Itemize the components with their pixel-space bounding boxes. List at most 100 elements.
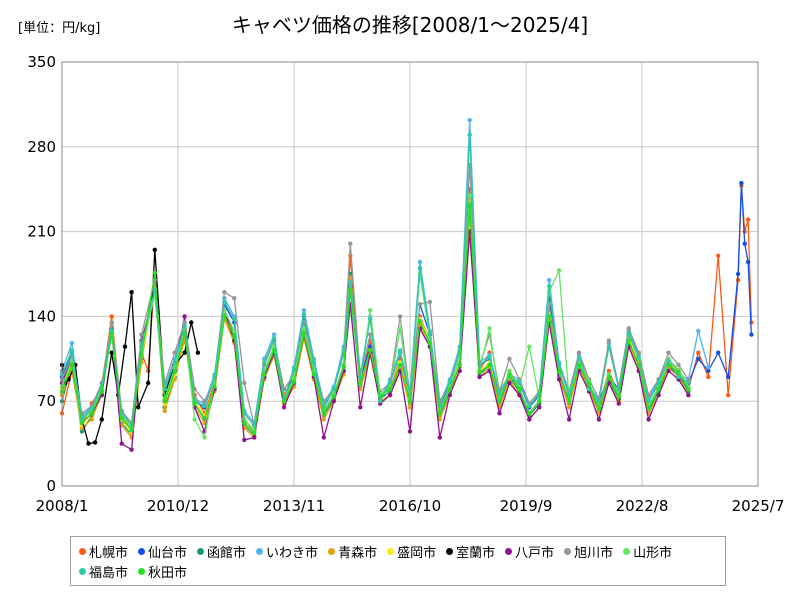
- x-tick-label: 2008/1: [36, 497, 89, 515]
- data-point: [119, 441, 124, 446]
- y-tick-label: 0: [46, 477, 56, 495]
- data-point: [686, 392, 691, 398]
- legend-marker-icon: [446, 547, 454, 555]
- legend-label: 函館市: [207, 545, 247, 561]
- data-point: [726, 374, 731, 380]
- data-point: [189, 320, 194, 325]
- data-point: [666, 362, 671, 368]
- data-point: [407, 399, 413, 404]
- data-point: [517, 379, 522, 384]
- legend-marker-icon: [256, 547, 264, 555]
- legend-item: いわき市: [256, 541, 318, 561]
- data-point: [686, 379, 691, 384]
- data-point: [706, 374, 711, 380]
- data-point: [129, 447, 134, 452]
- data-point: [271, 348, 277, 353]
- legend-item: 八戸市: [505, 541, 554, 561]
- data-point: [696, 350, 701, 355]
- y-tick-label: 280: [27, 138, 56, 156]
- data-point: [477, 369, 482, 375]
- data-point: [162, 408, 167, 414]
- data-point: [735, 271, 741, 277]
- data-point: [92, 440, 98, 445]
- legend-marker-icon: [328, 547, 336, 555]
- data-point: [417, 319, 423, 324]
- legend-marker-icon: [79, 547, 86, 555]
- x-tick-label: 2016/10: [379, 497, 441, 515]
- data-point: [271, 336, 277, 341]
- data-point: [626, 338, 631, 343]
- x-tick-label: 2010/12: [147, 497, 209, 515]
- data-point: [596, 417, 602, 422]
- data-point: [152, 247, 157, 252]
- data-point: [69, 362, 75, 368]
- legend-label: 札幌市: [89, 545, 129, 561]
- data-point: [716, 253, 721, 258]
- data-point: [129, 428, 134, 433]
- data-point: [646, 406, 651, 411]
- data-point: [331, 394, 336, 399]
- y-tick-label: 70: [37, 392, 56, 410]
- data-point: [368, 316, 373, 321]
- data-point: [232, 296, 237, 301]
- data-point: [397, 350, 403, 355]
- data-point: [427, 340, 433, 346]
- data-point: [739, 180, 744, 186]
- data-point: [232, 316, 237, 321]
- data-point: [527, 403, 532, 409]
- legend-label: 青森市: [338, 545, 378, 561]
- legend-item: 青森市: [328, 541, 377, 561]
- data-point: [192, 401, 197, 406]
- legend-item: 札幌市: [79, 541, 128, 561]
- data-point: [301, 308, 307, 313]
- data-point: [666, 359, 671, 364]
- data-point: [726, 392, 731, 398]
- data-point: [517, 392, 522, 398]
- legend-label: 秋田市: [148, 565, 188, 581]
- data-point: [358, 405, 363, 410]
- data-point: [467, 117, 472, 123]
- data-point: [596, 399, 602, 404]
- series-11: [59, 202, 691, 435]
- data-point: [566, 417, 572, 422]
- data-point: [457, 368, 462, 374]
- data-point: [646, 417, 651, 422]
- data-point: [182, 350, 187, 355]
- data-point: [252, 435, 257, 440]
- legend-item: 福島市: [79, 561, 128, 581]
- data-point: [301, 311, 307, 317]
- data-point: [321, 411, 326, 416]
- unit-label: [単位：円/kg]: [18, 20, 100, 36]
- legend-item: 山形市: [623, 541, 672, 561]
- data-point: [566, 399, 572, 404]
- data-point: [348, 275, 353, 280]
- data-point: [676, 374, 681, 380]
- legend: 札幌市 仙台市 函館市 いわき市 青森市 盛岡市 室蘭市 八戸市 旭川市 山形市 福島市 秋田市: [70, 536, 726, 586]
- data-point: [477, 374, 482, 380]
- data-point: [368, 332, 373, 337]
- y-tick-label: 210: [27, 223, 56, 241]
- legend-marker-icon: [387, 547, 395, 555]
- data-point: [86, 441, 91, 446]
- data-point: [139, 332, 144, 337]
- data-point: [616, 394, 621, 399]
- data-point: [487, 326, 492, 331]
- legend-marker-icon: [138, 567, 146, 575]
- data-point: [99, 417, 105, 422]
- plot-frame: [61, 61, 759, 487]
- legend-label: 仙台市: [148, 545, 188, 561]
- data-point: [378, 399, 383, 404]
- data-point: [616, 401, 621, 406]
- data-point: [232, 333, 237, 338]
- data-point: [417, 259, 423, 265]
- data-point: [537, 405, 542, 410]
- data-point: [182, 314, 187, 319]
- data-point: [487, 355, 492, 360]
- data-point: [136, 405, 141, 410]
- data-point: [547, 283, 552, 289]
- data-point: [331, 399, 336, 404]
- data-point: [368, 348, 373, 353]
- y-tick-label: 140: [27, 307, 56, 325]
- data-point: [467, 132, 472, 137]
- x-tick-label: 2022/8: [616, 497, 669, 515]
